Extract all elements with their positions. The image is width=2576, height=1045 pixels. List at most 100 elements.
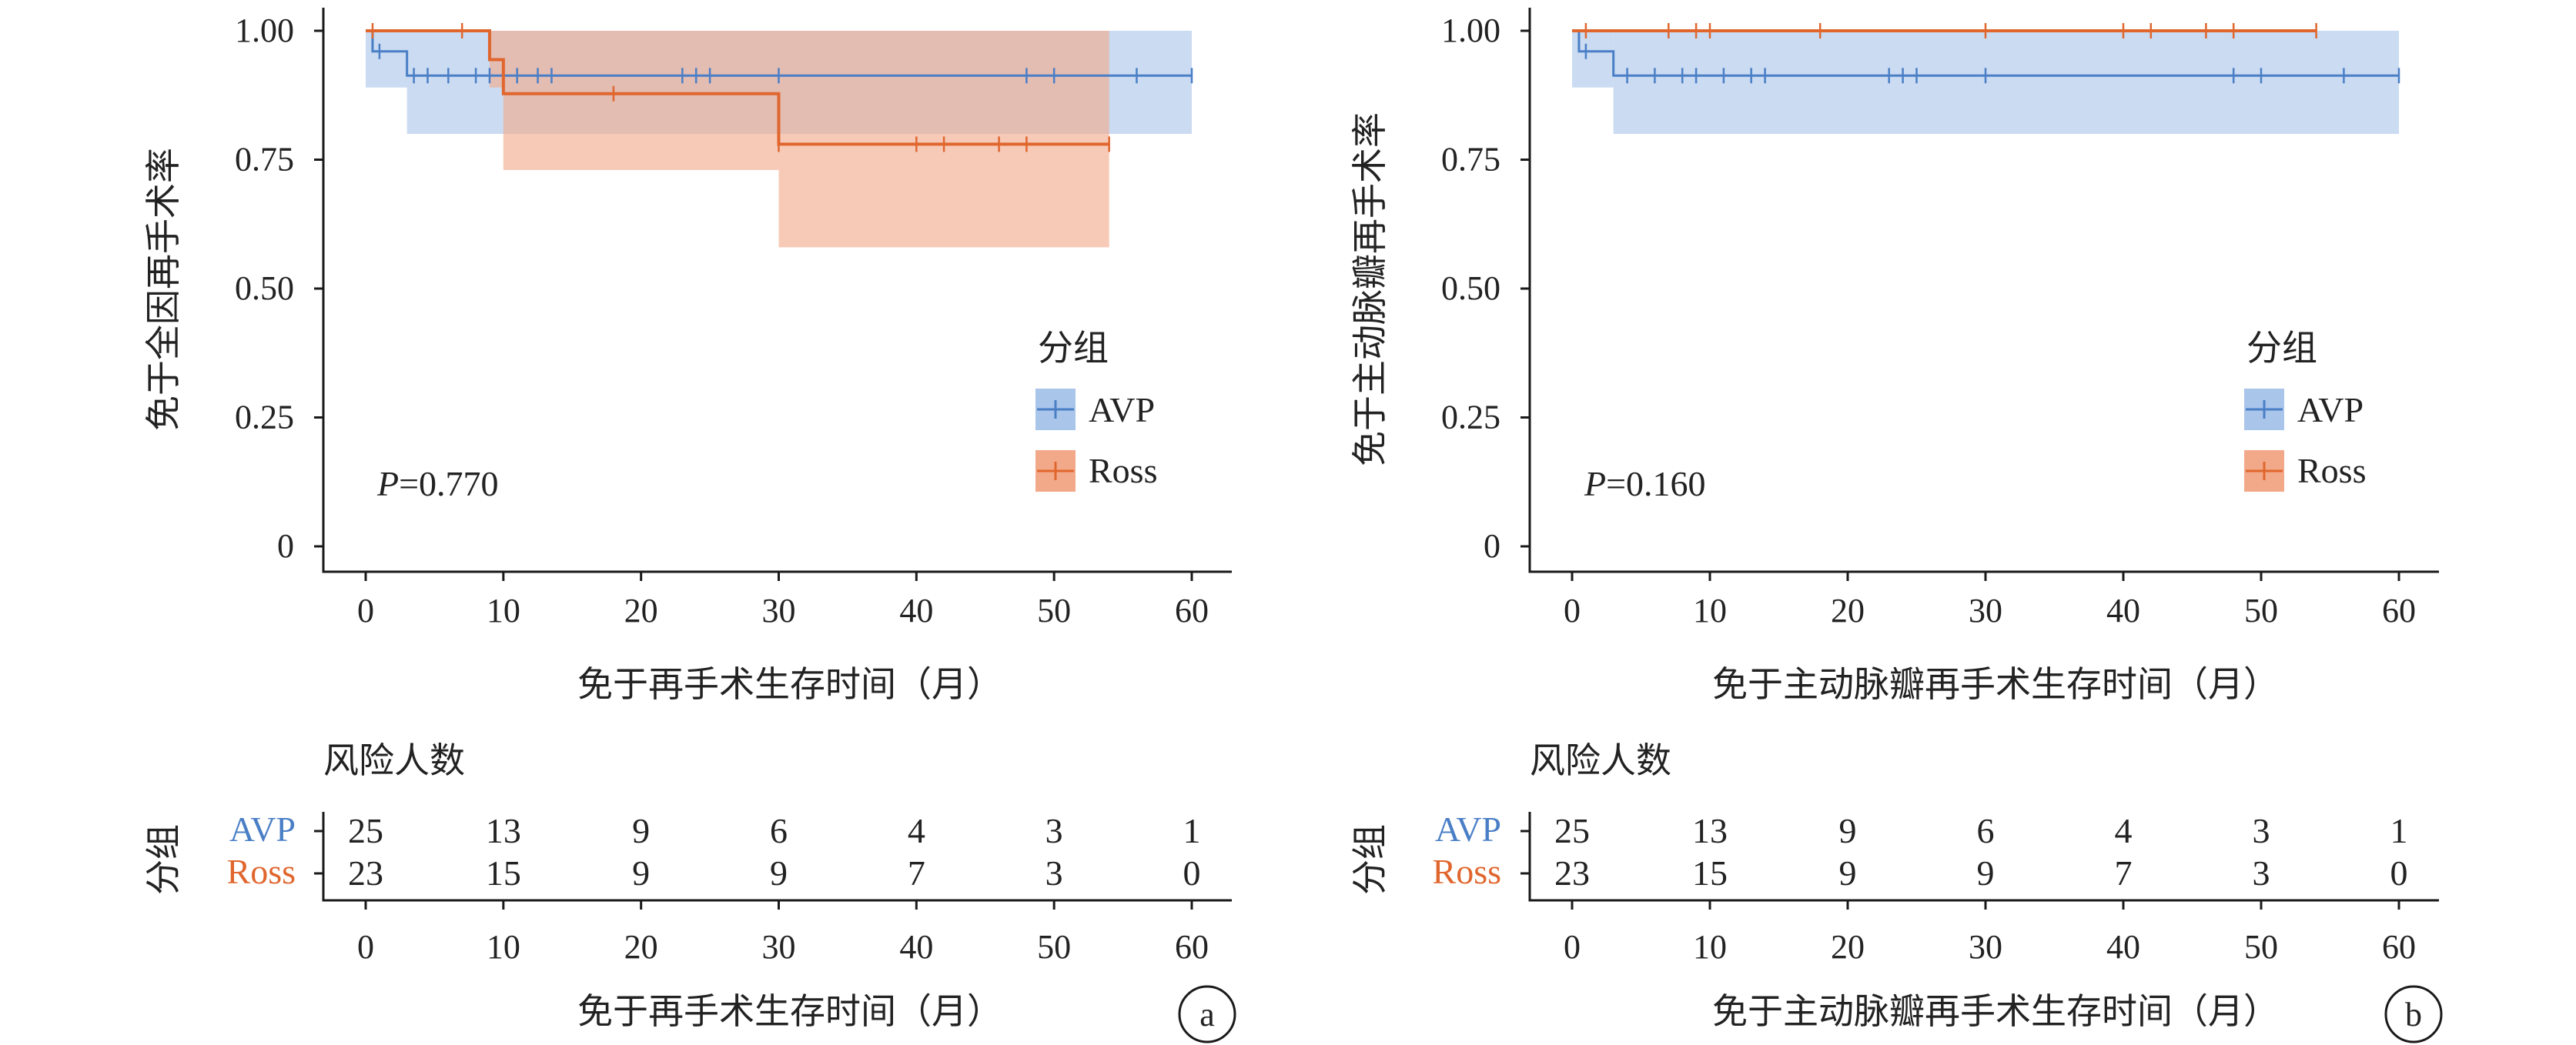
risk-count-ross: 3 — [1045, 853, 1063, 893]
panel-b-label-circle — [2384, 985, 2443, 1043]
y-tick-label: 0 — [277, 527, 294, 565]
risk-count-avp: 25 — [348, 811, 383, 850]
y-tick-label: 1.00 — [1441, 12, 1500, 49]
km-curve-ross — [366, 29, 1109, 146]
panel-b-risk-row-label-avp: AVP — [1435, 810, 1501, 849]
panel-a-legend: 分组 AVP Ross — [1035, 327, 1157, 492]
risk-x-tick-label: 50 — [1037, 928, 1071, 966]
risk-x-tick-label: 0 — [357, 928, 374, 966]
panel-a-plot: 0 0.25 0.50 0.75 1.00 0 10 20 30 40 50 60 — [235, 8, 1232, 629]
y-tick-label: 0.50 — [1441, 269, 1500, 307]
x-tick-label: 10 — [487, 592, 520, 629]
panel-a-risk-table: 风险人数 分组 AVP Ross 02523101315209930694047… — [142, 740, 1232, 1032]
risk-count-ross: 0 — [2390, 853, 2408, 893]
panel-b-plot: 0 0.25 0.50 0.75 1.00 0 10 20 30 40 50 60 — [1441, 8, 2439, 629]
panel-b: 00.250.500.751.000 10 20 30 40 50 60 免于主动脉瓣再手术… — [1349, 8, 2443, 1043]
y-tick-label: 1.00 — [235, 12, 294, 49]
panel-b-ylabel: 免于主动脉瓣再手术率 — [1349, 112, 1390, 466]
panel-b-legend-avp-label: AVP — [2297, 390, 2364, 429]
y-tick-label: 0.50 — [235, 269, 294, 307]
y-tick-label: 0 — [1484, 527, 1500, 565]
y-tick-label: 0.25 — [235, 399, 294, 436]
x-tick-label: 50 — [1037, 592, 1071, 629]
risk-count-ross: 9 — [632, 853, 650, 893]
x-tick-label: 40 — [899, 592, 933, 629]
risk-count-ross: 9 — [770, 853, 788, 893]
risk-count-ross: 9 — [1977, 853, 1995, 893]
risk-count-avp: 1 — [2390, 811, 2408, 850]
risk-count-avp: 3 — [2253, 811, 2270, 850]
panel-a-label-letter: a — [1199, 996, 1215, 1033]
panel-a-label-badge: a — [1178, 985, 1236, 1043]
risk-x-tick-label: 30 — [762, 928, 796, 966]
risk-count-avp: 4 — [908, 811, 925, 850]
x-tick-label: 60 — [2382, 592, 2416, 629]
panel-b-p-value: P=0.160 — [1584, 464, 1706, 503]
risk-x-tick-label: 50 — [2244, 928, 2278, 966]
risk-count-ross: 7 — [908, 853, 925, 893]
x-tick-label: 60 — [1175, 592, 1209, 629]
x-tick-label: 30 — [1969, 592, 2002, 629]
risk-count-avp: 6 — [1977, 811, 1995, 850]
risk-x-tick-label: 20 — [1831, 928, 1865, 966]
risk-x-tick-label: 40 — [899, 928, 933, 966]
panel-b-legend: 分组 AVP Ross — [2244, 327, 2366, 492]
panel-a-ylabel: 免于全因再手术率 — [142, 148, 184, 431]
risk-x-tick-label: 30 — [1969, 928, 2002, 966]
risk-count-ross: 9 — [1839, 853, 1857, 893]
panel-b-legend-title: 分组 — [2246, 327, 2317, 369]
panel-b-risk-row-label-ross: Ross — [1433, 852, 1501, 891]
panel-a-risk-group-label: 分组 — [142, 824, 184, 895]
x-tick-label: 50 — [2244, 592, 2278, 629]
risk-count-avp: 4 — [2115, 811, 2133, 850]
risk-count-avp: 9 — [632, 811, 650, 850]
panel-a-risk-row-label-ross: Ross — [227, 852, 296, 891]
y-tick-label: 0.25 — [1441, 399, 1500, 436]
panel-b-xlabel: 免于主动脉瓣再手术生存时间（月） — [1712, 663, 2279, 705]
risk-x-tick-label: 0 — [1564, 928, 1581, 966]
x-tick-label: 0 — [357, 592, 374, 629]
ci-band-ross — [503, 31, 779, 170]
panel-b-legend-ross-label: Ross — [2297, 451, 2366, 490]
ci-band-avp — [1613, 31, 2399, 134]
x-tick-label: 20 — [624, 592, 658, 629]
panel-b-risk-table: 风险人数 分组 AVP Ross 02523101315209930694047… — [1349, 740, 2439, 1032]
risk-count-ross: 7 — [2115, 853, 2133, 893]
risk-count-avp: 6 — [770, 811, 788, 850]
risk-x-tick-label: 40 — [2106, 928, 2140, 966]
panel-b-label-letter: b — [2405, 996, 2422, 1033]
risk-x-tick-label: 20 — [624, 928, 658, 966]
panel-a-legend-ross-label: Ross — [1089, 451, 1157, 490]
risk-count-avp: 3 — [1045, 811, 1063, 850]
risk-count-ross: 23 — [1554, 853, 1590, 893]
panel-a-risk-title: 风险人数 — [323, 740, 465, 781]
panel-a-p-value: P=0.770 — [376, 464, 499, 503]
y-tick-label: 0.75 — [1441, 141, 1500, 179]
risk-count-ross: 15 — [1692, 853, 1728, 893]
panel-a-label-circle — [1178, 985, 1236, 1043]
risk-count-ross: 23 — [348, 853, 383, 893]
panel-a-risk-xlabel: 免于再手术生存时间（月） — [577, 990, 1002, 1032]
risk-count-avp: 9 — [1839, 811, 1857, 850]
risk-x-tick-label: 10 — [487, 928, 520, 966]
x-tick-label: 10 — [1693, 592, 1727, 629]
x-tick-label: 0 — [1564, 592, 1581, 629]
risk-x-tick-label: 60 — [1175, 928, 1209, 966]
panel-b-label-badge: b — [2384, 985, 2443, 1043]
panel-b-risk-group-label: 分组 — [1349, 824, 1390, 895]
panel-a-legend-title: 分组 — [1038, 327, 1109, 369]
panel-b-risk-xlabel: 免于主动脉瓣再手术生存时间（月） — [1712, 990, 2279, 1032]
panel-a: 00.250.500.751.000 10 20 30 40 50 60 免于全因再手术率 … — [142, 8, 1236, 1043]
panel-a-legend-avp-label: AVP — [1089, 390, 1155, 429]
risk-count-avp: 1 — [1183, 811, 1201, 850]
y-tick-label: 0.75 — [235, 141, 294, 179]
panel-a-risk-row-label-avp: AVP — [229, 810, 296, 849]
risk-count-avp: 25 — [1554, 811, 1590, 850]
panel-a-xlabel: 免于再手术生存时间（月） — [577, 663, 1002, 705]
x-tick-label: 20 — [1831, 592, 1865, 629]
risk-count-ross: 3 — [2253, 853, 2270, 893]
panel-b-risk-title: 风险人数 — [1530, 740, 1671, 781]
risk-count-avp: 13 — [486, 811, 521, 850]
